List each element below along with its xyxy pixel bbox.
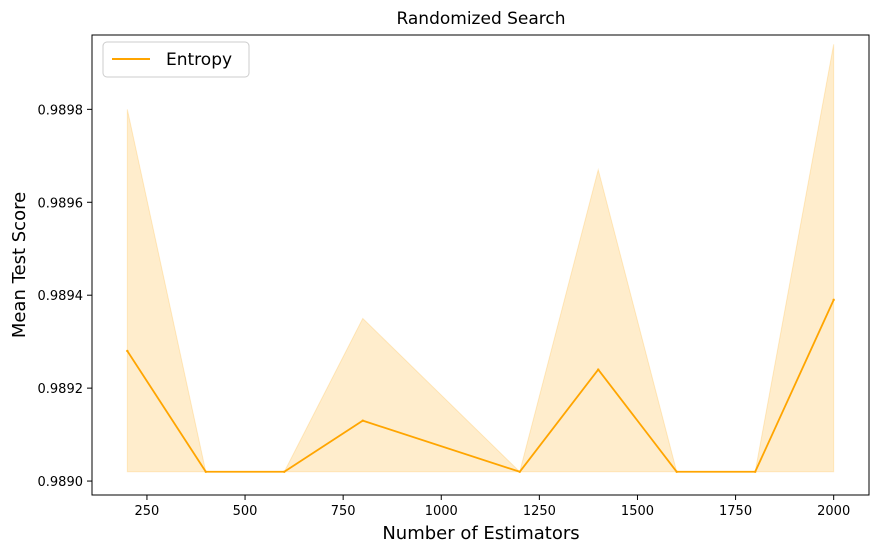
y-tick-label: 0.9890 (38, 475, 84, 490)
confidence-band-layer (126, 44, 835, 473)
data-point (597, 368, 600, 371)
x-axis-label: Number of Estimators (382, 523, 579, 544)
x-tick-label: 750 (331, 504, 356, 519)
data-point (753, 470, 757, 473)
data-point (832, 298, 835, 302)
series-band (126, 44, 835, 473)
x-tick-label: 1000 (425, 504, 458, 519)
y-axis-ticks: 0.9890 0.9892 0.9894 0.9896 0.9898 (38, 103, 92, 490)
y-tick-label: 0.9894 (38, 289, 84, 304)
plot-frame (91, 34, 870, 496)
x-tick-label: 500 (233, 504, 258, 519)
y-tick-label: 0.9896 (38, 196, 84, 211)
x-axis-ticks: 250 500 750 1000 1250 1500 1750 2000 (135, 495, 850, 519)
data-point (361, 419, 364, 422)
legend-label: Entropy (166, 50, 232, 70)
data-point (204, 470, 208, 473)
data-point (126, 349, 129, 353)
data-point (675, 470, 678, 473)
series-line-layer (126, 298, 835, 473)
data-point (283, 470, 286, 473)
x-tick-label: 1250 (523, 504, 556, 519)
data-point (518, 470, 521, 473)
y-tick-label: 0.9898 (38, 103, 84, 118)
x-tick-label: 250 (135, 504, 160, 519)
x-tick-label: 2000 (817, 504, 850, 519)
x-tick-label: 1500 (621, 504, 654, 519)
chart-title: Randomized Search (396, 9, 565, 29)
legend-box (102, 41, 250, 78)
legend: Entropy (102, 41, 250, 78)
x-tick-label: 1750 (719, 504, 752, 519)
y-tick-label: 0.9892 (38, 382, 84, 397)
y-axis-label: Mean Test Score (9, 192, 30, 338)
